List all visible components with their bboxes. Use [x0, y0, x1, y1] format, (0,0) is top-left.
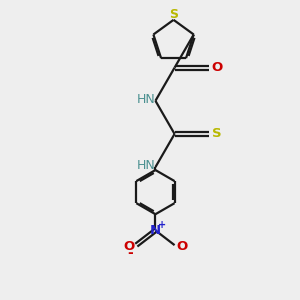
- Text: HN: HN: [136, 93, 155, 106]
- Text: O: O: [176, 240, 188, 253]
- Text: S: S: [212, 128, 222, 140]
- Text: N: N: [150, 224, 161, 237]
- Text: O: O: [123, 240, 135, 253]
- Text: S: S: [169, 8, 178, 21]
- Text: HN: HN: [136, 159, 155, 172]
- Text: +: +: [158, 220, 166, 230]
- Text: O: O: [212, 61, 223, 74]
- Text: -: -: [127, 246, 133, 260]
